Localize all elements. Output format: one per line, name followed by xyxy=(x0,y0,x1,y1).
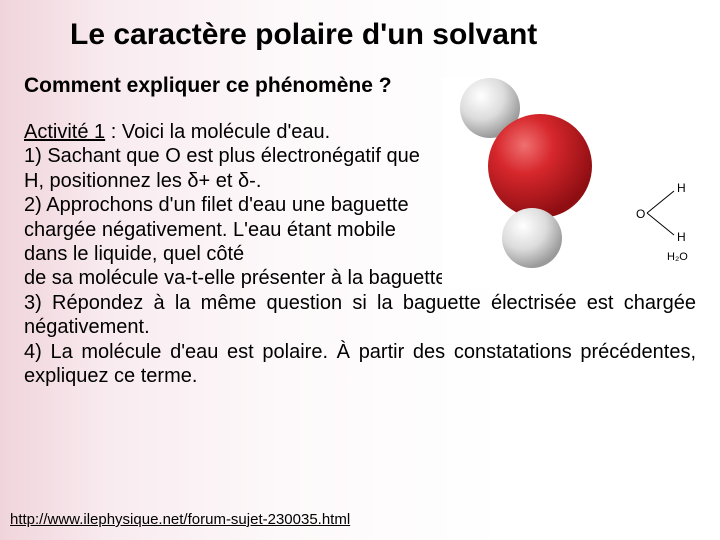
source-link[interactable]: http://www.ilephysique.net/forum-sujet-2… xyxy=(10,511,350,528)
label-formula: H₂O xyxy=(667,251,688,263)
q2-part1: 2) Approchons d'un filet d'eau une bague… xyxy=(24,193,434,266)
label-h2: H xyxy=(677,230,686,244)
molecule-figure: O H H H₂O xyxy=(442,78,702,288)
question-3: 3) Répondez à la même question si la bag… xyxy=(24,291,696,340)
hydrogen-atom-2 xyxy=(502,208,562,268)
oxygen-atom xyxy=(488,114,592,218)
activity-label: Activité 1 xyxy=(24,121,105,143)
label-h1: H xyxy=(677,181,686,195)
molecule-svg: O H H H₂O xyxy=(442,78,702,288)
label-o: O xyxy=(636,207,645,221)
structure-diagram: O H H H₂O xyxy=(636,181,688,263)
page-title: Le caractère polaire d'un solvant xyxy=(0,0,720,52)
question-1: 1) Sachant que O est plus électronégatif… xyxy=(24,144,434,193)
activity-intro: : Voici la molécule d'eau. xyxy=(105,121,330,143)
question-4: 4) La molécule d'eau est polaire. À part… xyxy=(24,340,696,389)
